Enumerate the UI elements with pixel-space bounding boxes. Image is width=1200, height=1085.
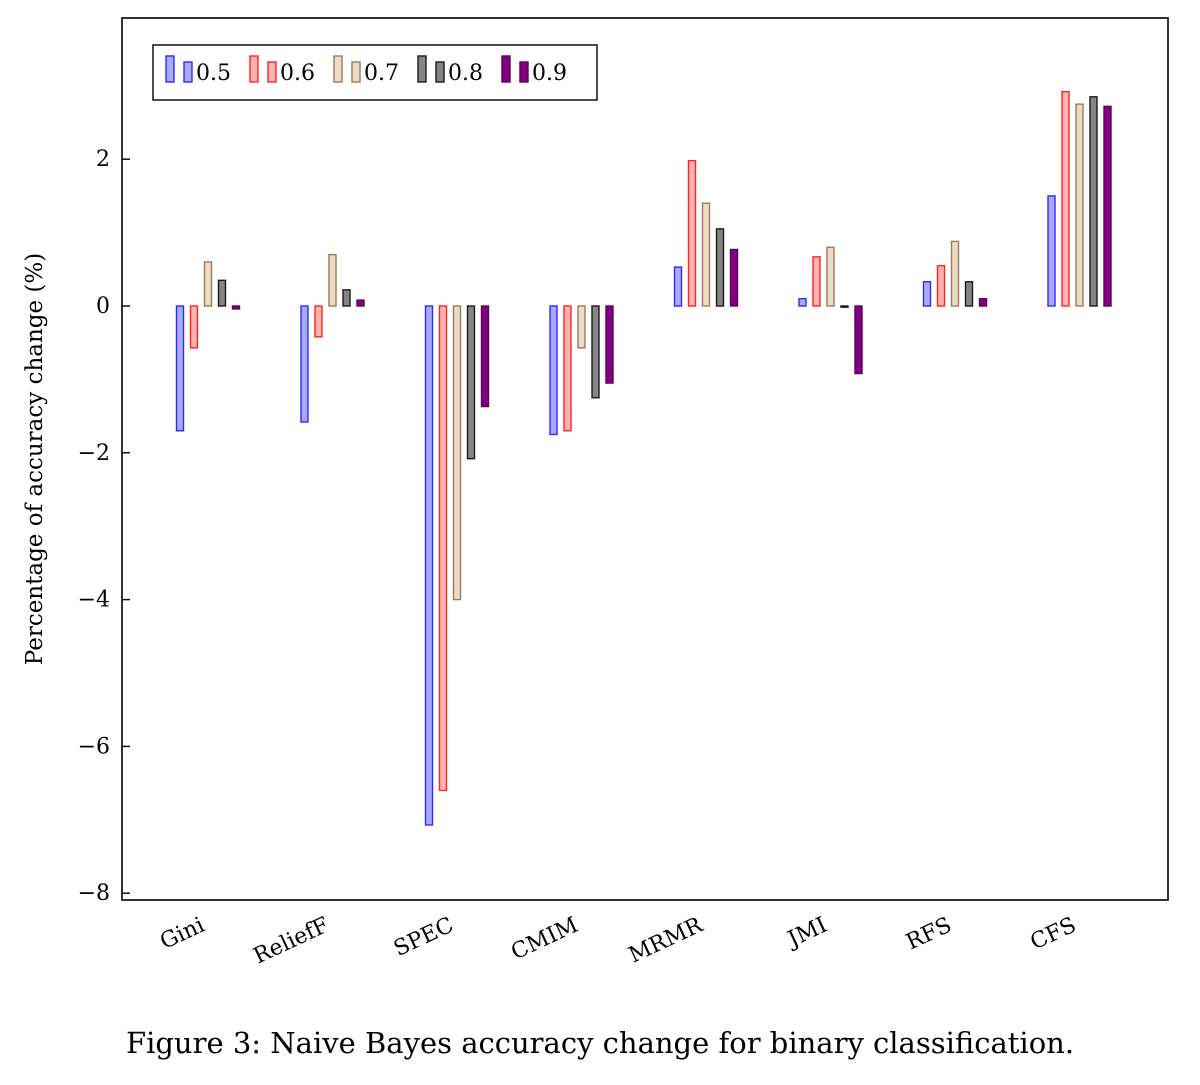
bar-mrmr-0-7 bbox=[701, 202, 711, 307]
legend-label: 0.9 bbox=[532, 61, 567, 86]
bar-jmi-0-8 bbox=[840, 305, 849, 308]
bar-jmi-0-6 bbox=[812, 256, 821, 307]
y-tick-label: −8 bbox=[78, 881, 110, 906]
bar-spec-0-6 bbox=[438, 305, 448, 792]
bar-rfs-0-9 bbox=[978, 297, 988, 307]
bar-jmi-0-9 bbox=[854, 305, 863, 375]
legend-swatch bbox=[183, 61, 193, 83]
bar-gini-0-6 bbox=[189, 305, 199, 349]
bar-gini-0-5 bbox=[175, 305, 185, 432]
bar-cfs-0-7 bbox=[1075, 103, 1084, 307]
bar-rfs-0-7 bbox=[950, 240, 960, 307]
bar-chart: 2 0 −2 −4 −6 −8 Gini ReliefF SPEC CMIM MRMR JMI RFS… bbox=[22, 17, 1169, 969]
y-tick-label: −2 bbox=[78, 441, 110, 466]
bar-rfs-0-5 bbox=[922, 281, 932, 307]
bar-cmim-0-5 bbox=[549, 305, 558, 436]
x-tick-label: MRMR bbox=[625, 912, 708, 968]
x-tick-label: RFS bbox=[902, 913, 955, 955]
bar-cfs-0-8 bbox=[1089, 96, 1098, 307]
bar-mrmr-0-8 bbox=[715, 228, 725, 307]
legend-swatch bbox=[249, 55, 259, 83]
y-tick-label: 2 bbox=[96, 147, 110, 172]
bar-spec-0-7 bbox=[452, 305, 462, 601]
legend-swatch bbox=[267, 61, 277, 83]
legend-swatch bbox=[501, 55, 511, 83]
y-axis-title: Percentage of accuracy change (%) bbox=[22, 253, 48, 665]
bar-cmim-0-6 bbox=[563, 305, 572, 432]
bar-cfs-0-5 bbox=[1047, 195, 1056, 307]
bar-gini-0-9 bbox=[231, 305, 241, 310]
bar-rfs-0-6 bbox=[936, 264, 946, 307]
bar-cmim-0-8 bbox=[591, 305, 600, 399]
bar-spec-0-9 bbox=[480, 305, 490, 408]
x-tick-label: SPEC bbox=[390, 913, 457, 962]
bar-jmi-0-7 bbox=[826, 246, 835, 307]
x-tick-label: ReliefF bbox=[250, 913, 333, 970]
bar-relieff-0-5 bbox=[300, 305, 309, 423]
legend-swatch bbox=[435, 61, 445, 83]
bar-jmi-0-5 bbox=[798, 297, 807, 307]
legend-label: 0.5 bbox=[196, 61, 231, 86]
x-tick-label: JMI bbox=[782, 913, 831, 953]
bar-cmim-0-9 bbox=[605, 305, 614, 384]
y-tick-label: −4 bbox=[78, 588, 110, 613]
x-tick-label: CFS bbox=[1027, 913, 1080, 956]
legend-label: 0.6 bbox=[280, 61, 315, 86]
legend-swatch bbox=[333, 55, 343, 83]
bar-mrmr-0-5 bbox=[673, 266, 683, 307]
bar-rfs-0-8 bbox=[964, 281, 974, 307]
legend-swatch bbox=[351, 61, 361, 83]
figure-caption: Figure 3: Naive Bayes accuracy change fo… bbox=[125, 1026, 1075, 1060]
bar-spec-0-8 bbox=[466, 305, 476, 460]
legend-label: 0.8 bbox=[448, 61, 483, 86]
bar-relieff-0-9 bbox=[356, 299, 365, 307]
bar-gini-0-8 bbox=[217, 279, 227, 307]
bar-mrmr-0-9 bbox=[729, 248, 739, 307]
bar-relieff-0-7 bbox=[328, 253, 337, 307]
x-axis-labels: Gini ReliefF SPEC CMIM MRMR JMI RFS CFS bbox=[156, 912, 1080, 969]
bar-spec-0-5 bbox=[424, 305, 434, 826]
bar-cfs-0-9 bbox=[1103, 105, 1112, 307]
y-tick-label: 0 bbox=[96, 294, 110, 319]
legend-items: 0.5 0.6 0.7 0.8 0.9 bbox=[165, 55, 567, 86]
bar-mrmr-0-6 bbox=[687, 159, 697, 307]
y-axis-ticks: 2 0 −2 −4 −6 −8 bbox=[78, 147, 130, 906]
bar-relieff-0-8 bbox=[342, 289, 351, 307]
bar-gini-0-7 bbox=[203, 261, 213, 307]
legend-swatch bbox=[519, 61, 529, 83]
legend: 0.5 0.6 0.7 0.8 0.9 bbox=[152, 44, 598, 101]
x-tick-label: CMIM bbox=[508, 913, 583, 965]
legend-label: 0.7 bbox=[364, 61, 399, 86]
bar-relieff-0-6 bbox=[314, 305, 323, 338]
legend-swatch bbox=[165, 55, 175, 83]
plot-frame bbox=[121, 17, 1169, 901]
bar-cfs-0-6 bbox=[1061, 90, 1070, 307]
y-tick-label: −6 bbox=[78, 734, 110, 759]
bar-cmim-0-7 bbox=[577, 305, 586, 349]
bars-group bbox=[175, 90, 1112, 826]
x-tick-label: Gini bbox=[156, 913, 208, 955]
legend-swatch bbox=[417, 55, 427, 83]
